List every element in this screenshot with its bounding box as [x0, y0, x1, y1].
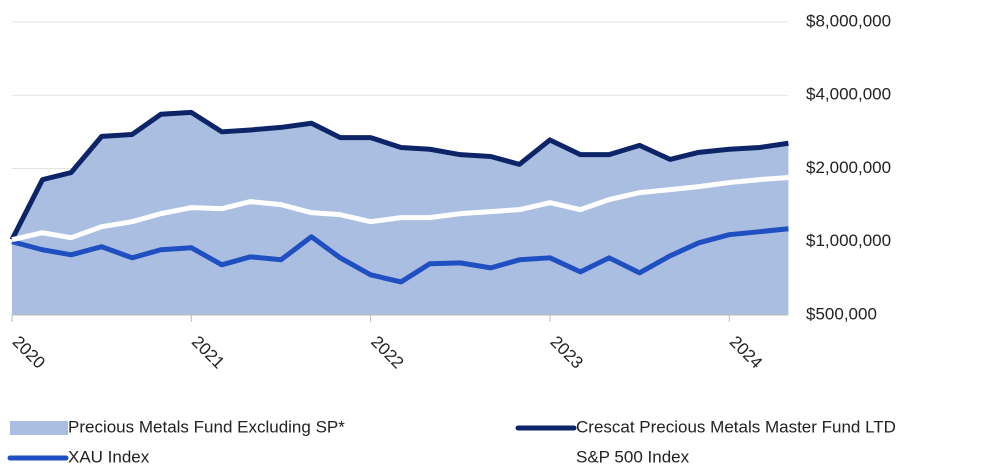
x-tick-label: 2022 — [367, 332, 407, 372]
y-tick-label: $500,000 — [806, 304, 877, 323]
y-tick-label: $4,000,000 — [806, 85, 891, 104]
x-tick-label: 2020 — [9, 332, 49, 372]
x-tick-label: 2021 — [188, 332, 228, 372]
area — [12, 112, 789, 315]
legend-label: S&P 500 Index — [576, 447, 690, 466]
y-tick-label: $1,000,000 — [806, 231, 891, 250]
line — [11, 226, 789, 285]
y-tick-label: $2,000,000 — [806, 158, 891, 177]
x-tick-label: 2024 — [726, 332, 766, 372]
legend-label: Crescat Precious Metals Master Fund LTD — [576, 417, 896, 436]
line — [11, 175, 789, 243]
line — [9, 109, 789, 241]
x-tick-label: 2023 — [547, 332, 587, 372]
legend-label: XAU Index — [68, 447, 150, 466]
y-tick-label: $8,000,000 — [806, 11, 891, 30]
legend-swatch — [10, 421, 68, 435]
legend-label: Precious Metals Fund Excluding SP* — [68, 417, 345, 436]
